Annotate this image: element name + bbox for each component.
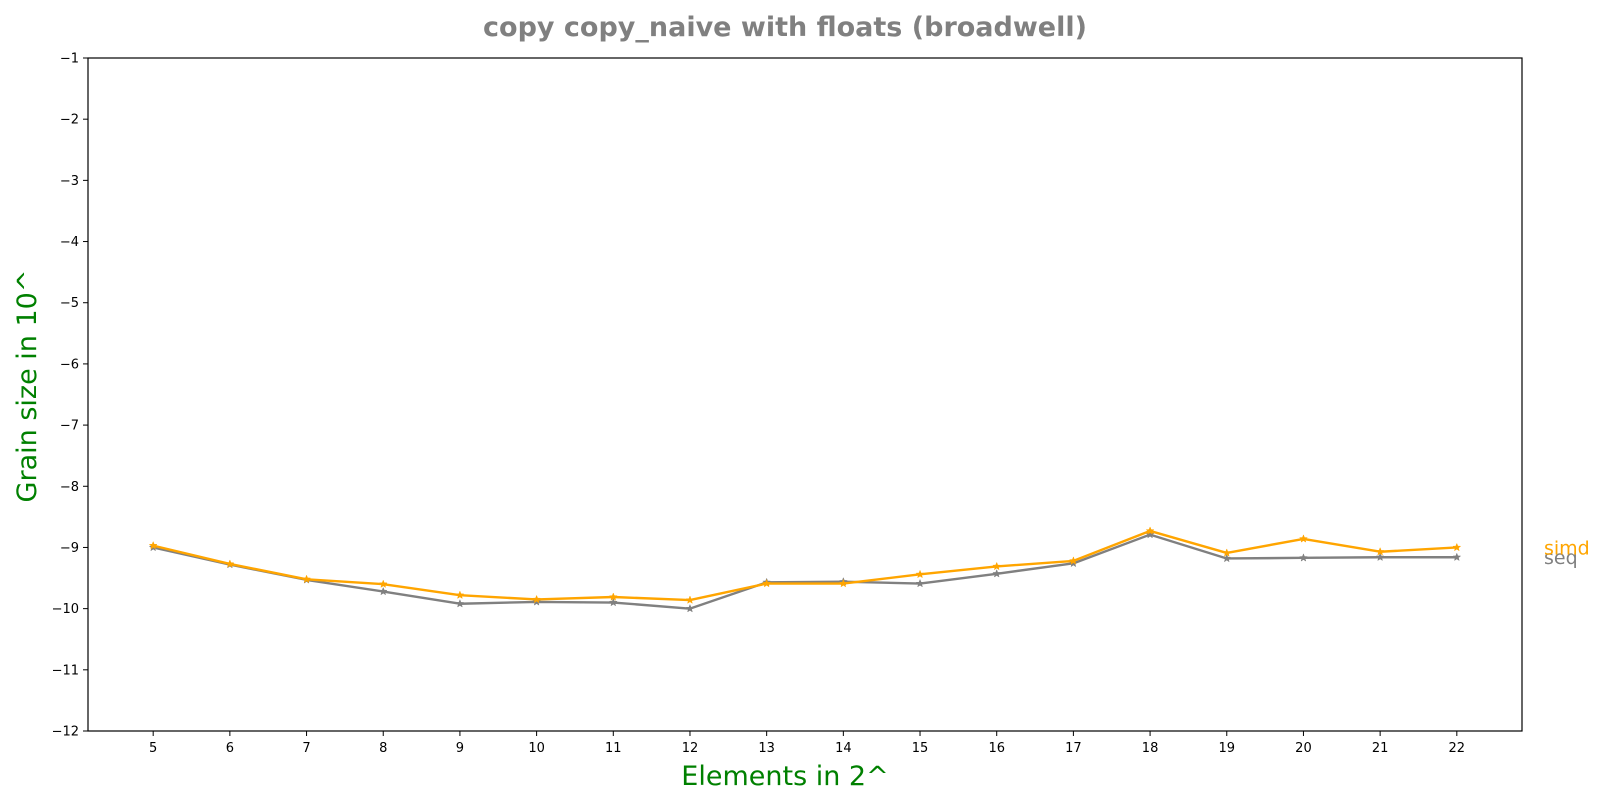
data-point-seq (1375, 552, 1385, 562)
ticks-layer: 5 6 7 8 9 10 11 12 13 14 15 16 17 18 19 20 21 22 −1 −2 −3 −4 −… (52, 52, 1466, 757)
data-point-simd (1145, 526, 1155, 535)
x-tick-label: 6 (226, 741, 234, 756)
x-tick-label: 22 (1449, 741, 1466, 756)
y-tick-label: −10 (52, 602, 79, 617)
data-point-seq (532, 597, 542, 606)
data-point-simd (378, 579, 388, 588)
x-tick-label: 11 (605, 741, 622, 756)
x-tick-label: 20 (1295, 741, 1312, 756)
data-point-simd (148, 540, 158, 550)
data-point-simd (685, 595, 695, 604)
series-simd (148, 526, 1462, 604)
data-point-simd (1375, 547, 1385, 556)
x-tick-label: 5 (149, 741, 157, 756)
x-tick-label: 7 (302, 741, 310, 756)
data-point-seq (1452, 552, 1462, 562)
x-tick-label: 17 (1065, 741, 1082, 756)
data-point-simd (762, 578, 772, 588)
y-tick-label: −12 (52, 725, 79, 740)
x-tick-label: 12 (682, 741, 699, 756)
x-tick-label: 19 (1218, 741, 1235, 756)
data-point-seq (378, 586, 388, 596)
series-layer (148, 526, 1462, 613)
x-tick-label: 13 (758, 741, 775, 756)
y-tick-label: −7 (60, 419, 79, 434)
x-tick-label: 15 (912, 741, 929, 756)
data-point-seq (685, 603, 695, 613)
data-point-simd (1068, 556, 1078, 565)
data-point-simd (1452, 542, 1462, 552)
x-tick-label: 9 (456, 741, 464, 756)
x-tick-label: 8 (379, 741, 387, 756)
x-tick-label: 16 (988, 741, 1005, 756)
data-point-simd (302, 574, 312, 584)
x-tick-label: 10 (528, 741, 545, 756)
x-tick-label: 21 (1372, 741, 1389, 756)
series-label-seq: seq (1544, 547, 1578, 569)
series-seq (148, 529, 1462, 613)
y-tick-label: −6 (60, 357, 79, 372)
data-point-simd (225, 559, 235, 568)
data-point-simd (915, 569, 925, 579)
data-point-simd (455, 590, 465, 599)
y-tick-label: −1 (60, 52, 79, 67)
data-point-seq (992, 569, 1002, 578)
y-tick-label: −5 (60, 296, 79, 311)
chart-title: copy copy_naive with floats (broadwell) (483, 12, 1087, 43)
data-point-seq (1222, 553, 1232, 563)
data-point-seq (1298, 553, 1308, 562)
data-point-simd (1222, 548, 1232, 557)
y-tick-label: −2 (60, 113, 79, 128)
y-tick-label: −8 (60, 480, 79, 495)
x-tick-label: 18 (1142, 741, 1159, 756)
plot-area-frame (87, 57, 1523, 732)
data-point-simd (838, 578, 848, 588)
series-line-seq (152, 533, 1457, 610)
data-point-simd (1298, 534, 1308, 543)
data-point-simd (992, 561, 1002, 571)
data-point-simd (608, 592, 618, 601)
x-axis-label: Elements in 2^ (681, 761, 888, 792)
data-point-seq (455, 599, 465, 608)
series-label-simd: simd (1544, 537, 1590, 559)
y-tick-label: −4 (60, 235, 79, 250)
y-tick-label: −3 (60, 174, 79, 189)
data-point-simd (532, 594, 542, 604)
x-tick-label: 14 (835, 741, 852, 756)
series-line-simd (152, 529, 1457, 602)
data-point-seq (915, 578, 925, 588)
data-point-seq (608, 597, 618, 607)
y-tick-label: −11 (52, 663, 79, 678)
y-axis-label: Grain size in 10^ (12, 270, 43, 503)
y-tick-label: −9 (60, 541, 79, 556)
